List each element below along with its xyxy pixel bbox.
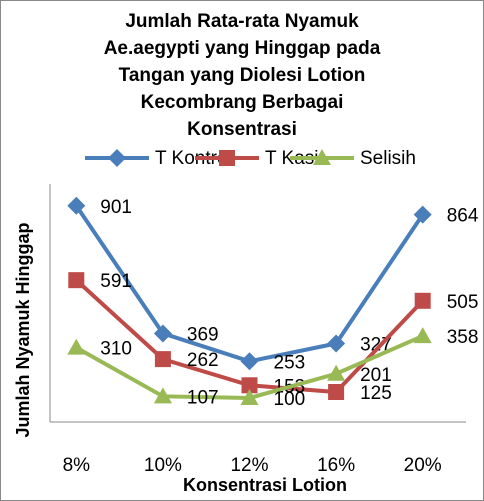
point xyxy=(219,150,235,166)
x-tick-label: 12% xyxy=(230,455,268,476)
data-label: 262 xyxy=(187,350,219,371)
data-label: 864 xyxy=(447,206,479,227)
data-label: 591 xyxy=(100,271,132,292)
x-axis-label: Konsentrasi Lotion xyxy=(183,475,347,495)
point xyxy=(68,272,85,289)
data-label: 310 xyxy=(100,339,132,360)
point xyxy=(153,324,172,343)
point xyxy=(328,384,345,400)
x-tick-label: 20% xyxy=(404,455,442,476)
point xyxy=(240,389,259,405)
data-label: 201 xyxy=(360,365,392,386)
point xyxy=(154,351,171,368)
data-label: 125 xyxy=(360,383,392,404)
point xyxy=(414,292,431,309)
point xyxy=(241,377,258,394)
data-label: 107 xyxy=(187,387,219,408)
x-tick-label: 8% xyxy=(63,455,91,476)
point xyxy=(327,364,346,381)
chart-title: Jumlah Rata-rata Nyamuk xyxy=(125,11,359,32)
point xyxy=(153,387,172,404)
x-tick-label: 16% xyxy=(317,455,355,476)
point xyxy=(413,327,432,344)
legend-label: Selisih xyxy=(360,148,416,169)
point xyxy=(67,196,86,215)
data-label: 358 xyxy=(447,327,479,348)
chart-title: Tangan yang Diolesi Lotion xyxy=(119,65,366,86)
y-axis-label: Jumlah Nyamuk Hinggap xyxy=(13,222,33,437)
chart-title: Ae.aegypti yang Hinggap pada xyxy=(104,38,381,59)
data-label: 505 xyxy=(447,292,479,313)
point xyxy=(313,149,331,165)
point xyxy=(327,334,346,353)
chart-title: Konsentrasi xyxy=(187,119,297,140)
data-label: 100 xyxy=(274,389,306,410)
point xyxy=(67,338,86,355)
legend-label: T Kontrol xyxy=(155,148,232,169)
point xyxy=(240,352,259,371)
point xyxy=(108,149,126,167)
point xyxy=(413,205,432,224)
chart-title: Kecombrang Berbagai xyxy=(141,92,344,113)
x-tick-label: 10% xyxy=(144,455,182,476)
data-label: 253 xyxy=(274,352,306,373)
data-label: 369 xyxy=(187,324,219,345)
data-label: 901 xyxy=(100,197,132,218)
